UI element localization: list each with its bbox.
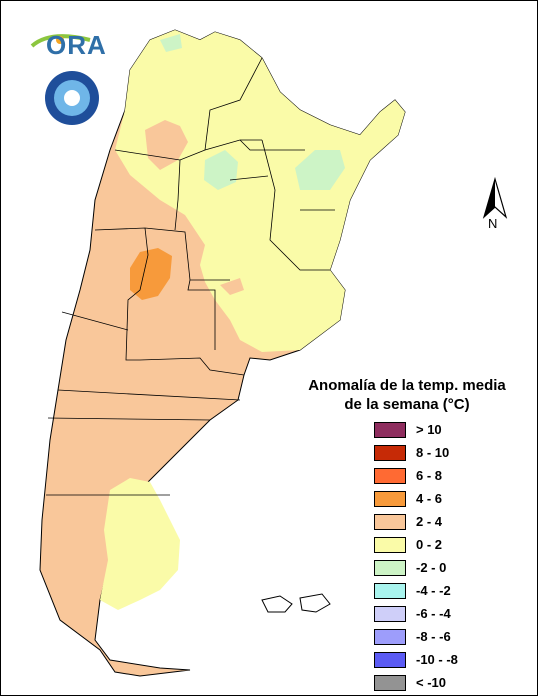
legend-item: -8 - -6: [374, 625, 458, 648]
legend-item: -10 - -8: [374, 648, 458, 671]
zone-minus2-0-2: [295, 150, 345, 190]
legend-item: -2 - 0: [374, 556, 458, 579]
legend-label: 0 - 2: [416, 537, 443, 552]
legend-item: 0 - 2: [374, 533, 458, 556]
legend-label: > 10: [416, 422, 442, 437]
legend-swatch: [374, 490, 406, 507]
legend-swatch: [374, 651, 406, 668]
legend-title-line1: Anomalía de la temp. media: [308, 377, 506, 394]
smn-seal: [44, 70, 100, 126]
legend-label: -4 - -2: [416, 583, 451, 598]
legend-item: -6 - -4: [374, 602, 458, 625]
legend-title: Anomalía de la temp. media de la semana …: [292, 376, 522, 414]
legend-swatch: [374, 628, 406, 645]
north-arrow-icon: [482, 176, 508, 219]
legend-item: 8 - 10: [374, 441, 458, 464]
legend-swatch: [374, 605, 406, 622]
north-label: N: [488, 216, 498, 231]
ora-logo: ORA: [30, 26, 110, 62]
legend-item: 6 - 8: [374, 464, 458, 487]
legend-swatch: [374, 559, 406, 576]
malvinas-islands: [261, 593, 331, 613]
legend-label: < -10: [416, 675, 446, 690]
legend-label: 2 - 4: [416, 514, 443, 529]
legend-label: -8 - -6: [416, 629, 451, 644]
legend-item: < -10: [374, 671, 458, 694]
legend-swatch: [374, 421, 406, 438]
legend-item: 2 - 4: [374, 510, 458, 533]
zone-minus2-0-1: [204, 150, 238, 190]
legend-label: 8 - 10: [416, 445, 450, 460]
zone-0-2-south: [100, 478, 180, 610]
zone-0-2-north: [115, 30, 405, 352]
zone-minus2-0-3: [160, 34, 182, 52]
legend-swatch: [374, 536, 406, 553]
legend-label: -10 - -8: [416, 652, 458, 667]
zone-2-4-patch-2: [220, 278, 244, 295]
legend-swatch: [374, 582, 406, 599]
legend-label: -2 - 0: [416, 560, 447, 575]
ora-swoosh-icon: [30, 34, 91, 48]
legend-swatch: [374, 513, 406, 530]
ora-logo-text: ORA: [46, 30, 107, 60]
legend-label: -6 - -4: [416, 606, 451, 621]
legend-swatch: [374, 467, 406, 484]
legend: > 10 8 - 10 6 - 8 4 - 6 2 - 4 0 - 2 -2 -…: [374, 418, 458, 694]
legend-swatch: [374, 674, 406, 691]
province-borders: [46, 57, 335, 496]
seal-icon: [45, 71, 99, 125]
legend-item: -4 - -2: [374, 579, 458, 602]
legend-label: 6 - 8: [416, 468, 443, 483]
legend-item: > 10: [374, 418, 458, 441]
zone-2-4-patch-1: [145, 120, 188, 170]
legend-title-line2: de la semana (°C): [344, 396, 470, 413]
legend-item: 4 - 6: [374, 487, 458, 510]
legend-swatch: [374, 444, 406, 461]
legend-label: 4 - 6: [416, 491, 443, 506]
